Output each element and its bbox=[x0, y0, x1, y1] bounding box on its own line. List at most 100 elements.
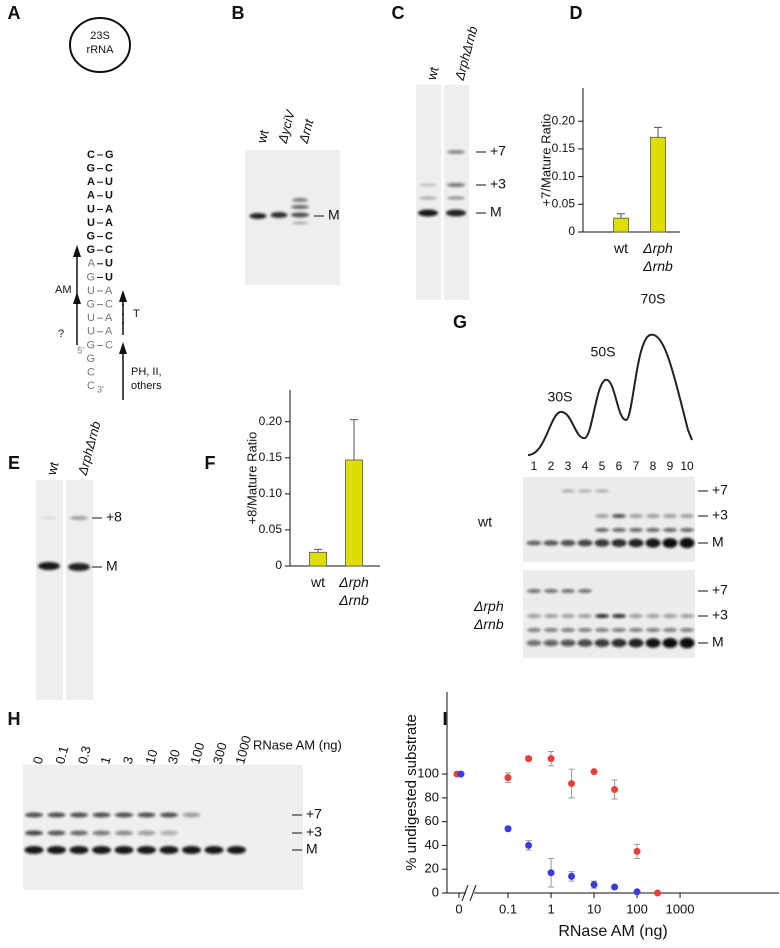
gel-band bbox=[629, 528, 643, 532]
gel-band bbox=[577, 539, 593, 547]
peak-label: 50S bbox=[591, 344, 616, 360]
base: G bbox=[86, 353, 95, 365]
x-tick-label: 0.1 bbox=[499, 901, 517, 916]
gel-band bbox=[115, 812, 133, 818]
gel-band bbox=[447, 150, 465, 154]
x-tick-label: wt bbox=[311, 574, 325, 590]
point bbox=[547, 755, 555, 763]
gel-band bbox=[292, 221, 308, 225]
lane-label: 3 bbox=[120, 755, 136, 766]
y-tick-label: 0.05 bbox=[552, 196, 576, 210]
band-label: +8 bbox=[106, 509, 122, 525]
gel-band bbox=[646, 528, 660, 532]
panel-label: F bbox=[205, 453, 216, 473]
panel-label: C bbox=[392, 3, 405, 23]
gel-band bbox=[560, 639, 576, 647]
gel-band bbox=[114, 846, 134, 854]
y-tick-label: 0.20 bbox=[259, 414, 283, 428]
loop-label: 23S rRNA bbox=[86, 30, 114, 56]
lane-label: 0 bbox=[30, 755, 46, 766]
point bbox=[504, 825, 512, 833]
gel-band bbox=[25, 830, 43, 836]
band-label: +7 bbox=[712, 482, 728, 498]
bar bbox=[650, 136, 666, 233]
gel-band bbox=[115, 830, 133, 836]
bar bbox=[309, 551, 327, 567]
x-tick-label: 1000 bbox=[666, 901, 695, 916]
band-label: +7 bbox=[712, 582, 728, 598]
y-tick-label: 0 bbox=[275, 558, 282, 572]
lane-label: 0.1 bbox=[52, 744, 71, 765]
panel-label: E bbox=[8, 453, 20, 473]
gel-band bbox=[679, 637, 695, 649]
gel-band bbox=[663, 614, 677, 618]
lane-label: wt bbox=[253, 128, 271, 146]
point bbox=[590, 881, 598, 889]
gel-band bbox=[25, 812, 43, 818]
gel-band bbox=[612, 514, 626, 518]
gel-band bbox=[612, 628, 626, 632]
gel-band bbox=[544, 589, 558, 593]
gel-band bbox=[182, 812, 201, 818]
band-label: +3 bbox=[306, 824, 322, 840]
base: G bbox=[86, 339, 95, 351]
gel-band bbox=[447, 196, 465, 200]
base: C bbox=[105, 244, 113, 256]
gel-band bbox=[543, 540, 559, 546]
point bbox=[504, 774, 512, 782]
fraction-label: 2 bbox=[548, 459, 555, 473]
point bbox=[633, 888, 641, 896]
base: G bbox=[105, 149, 114, 161]
gel-lane-strip bbox=[36, 480, 63, 700]
lane-label: 100 bbox=[187, 741, 207, 766]
peak-label: 30S bbox=[548, 389, 573, 405]
base: U bbox=[87, 203, 95, 215]
base: A bbox=[105, 203, 113, 215]
gel-lane-strip bbox=[444, 85, 469, 300]
band-label: M bbox=[490, 204, 502, 220]
gel-band bbox=[70, 812, 88, 818]
gel-band bbox=[41, 516, 57, 520]
lane-title: RNase AM (ng) bbox=[253, 737, 342, 752]
y-tick-label: 0.20 bbox=[552, 113, 576, 127]
peak-label: 70S bbox=[641, 291, 666, 307]
base: G bbox=[86, 244, 95, 256]
gel-band bbox=[544, 614, 558, 618]
gel-band bbox=[137, 830, 156, 836]
panel-label: A bbox=[8, 3, 21, 23]
error-bar bbox=[314, 548, 322, 553]
gel bbox=[523, 477, 695, 562]
gel-band bbox=[92, 812, 111, 818]
gel-band bbox=[680, 528, 694, 532]
base: C bbox=[87, 367, 95, 379]
panel-label: H bbox=[8, 709, 21, 729]
bar bbox=[345, 459, 363, 567]
fraction-label: 10 bbox=[680, 459, 694, 473]
error-bar bbox=[617, 213, 625, 219]
axis-break bbox=[461, 884, 477, 902]
fraction-label: 5 bbox=[599, 459, 606, 473]
gel-band bbox=[47, 846, 66, 854]
gel-band bbox=[595, 489, 609, 493]
bar bbox=[613, 217, 629, 233]
point bbox=[568, 872, 576, 880]
gel-band bbox=[47, 830, 66, 836]
lane-label: wt bbox=[43, 460, 61, 478]
gel-band bbox=[137, 846, 156, 854]
gel-band bbox=[70, 516, 88, 520]
band-label: +3 bbox=[712, 507, 728, 523]
fraction-label: 6 bbox=[616, 459, 623, 473]
gel-band bbox=[646, 514, 660, 518]
base: C bbox=[87, 149, 95, 161]
gel-band bbox=[38, 562, 60, 570]
band-label: M bbox=[712, 534, 724, 550]
y-axis-label: +7/Mature Ratio bbox=[538, 114, 553, 207]
gel-band bbox=[578, 628, 592, 632]
x-tick-label: 0 bbox=[455, 901, 462, 916]
gel-band bbox=[679, 537, 695, 549]
x-tick-label: Δrph Δrnb bbox=[339, 574, 369, 608]
gel-band bbox=[595, 628, 609, 632]
base: A bbox=[87, 190, 95, 202]
arrow-label: AM bbox=[55, 284, 72, 296]
